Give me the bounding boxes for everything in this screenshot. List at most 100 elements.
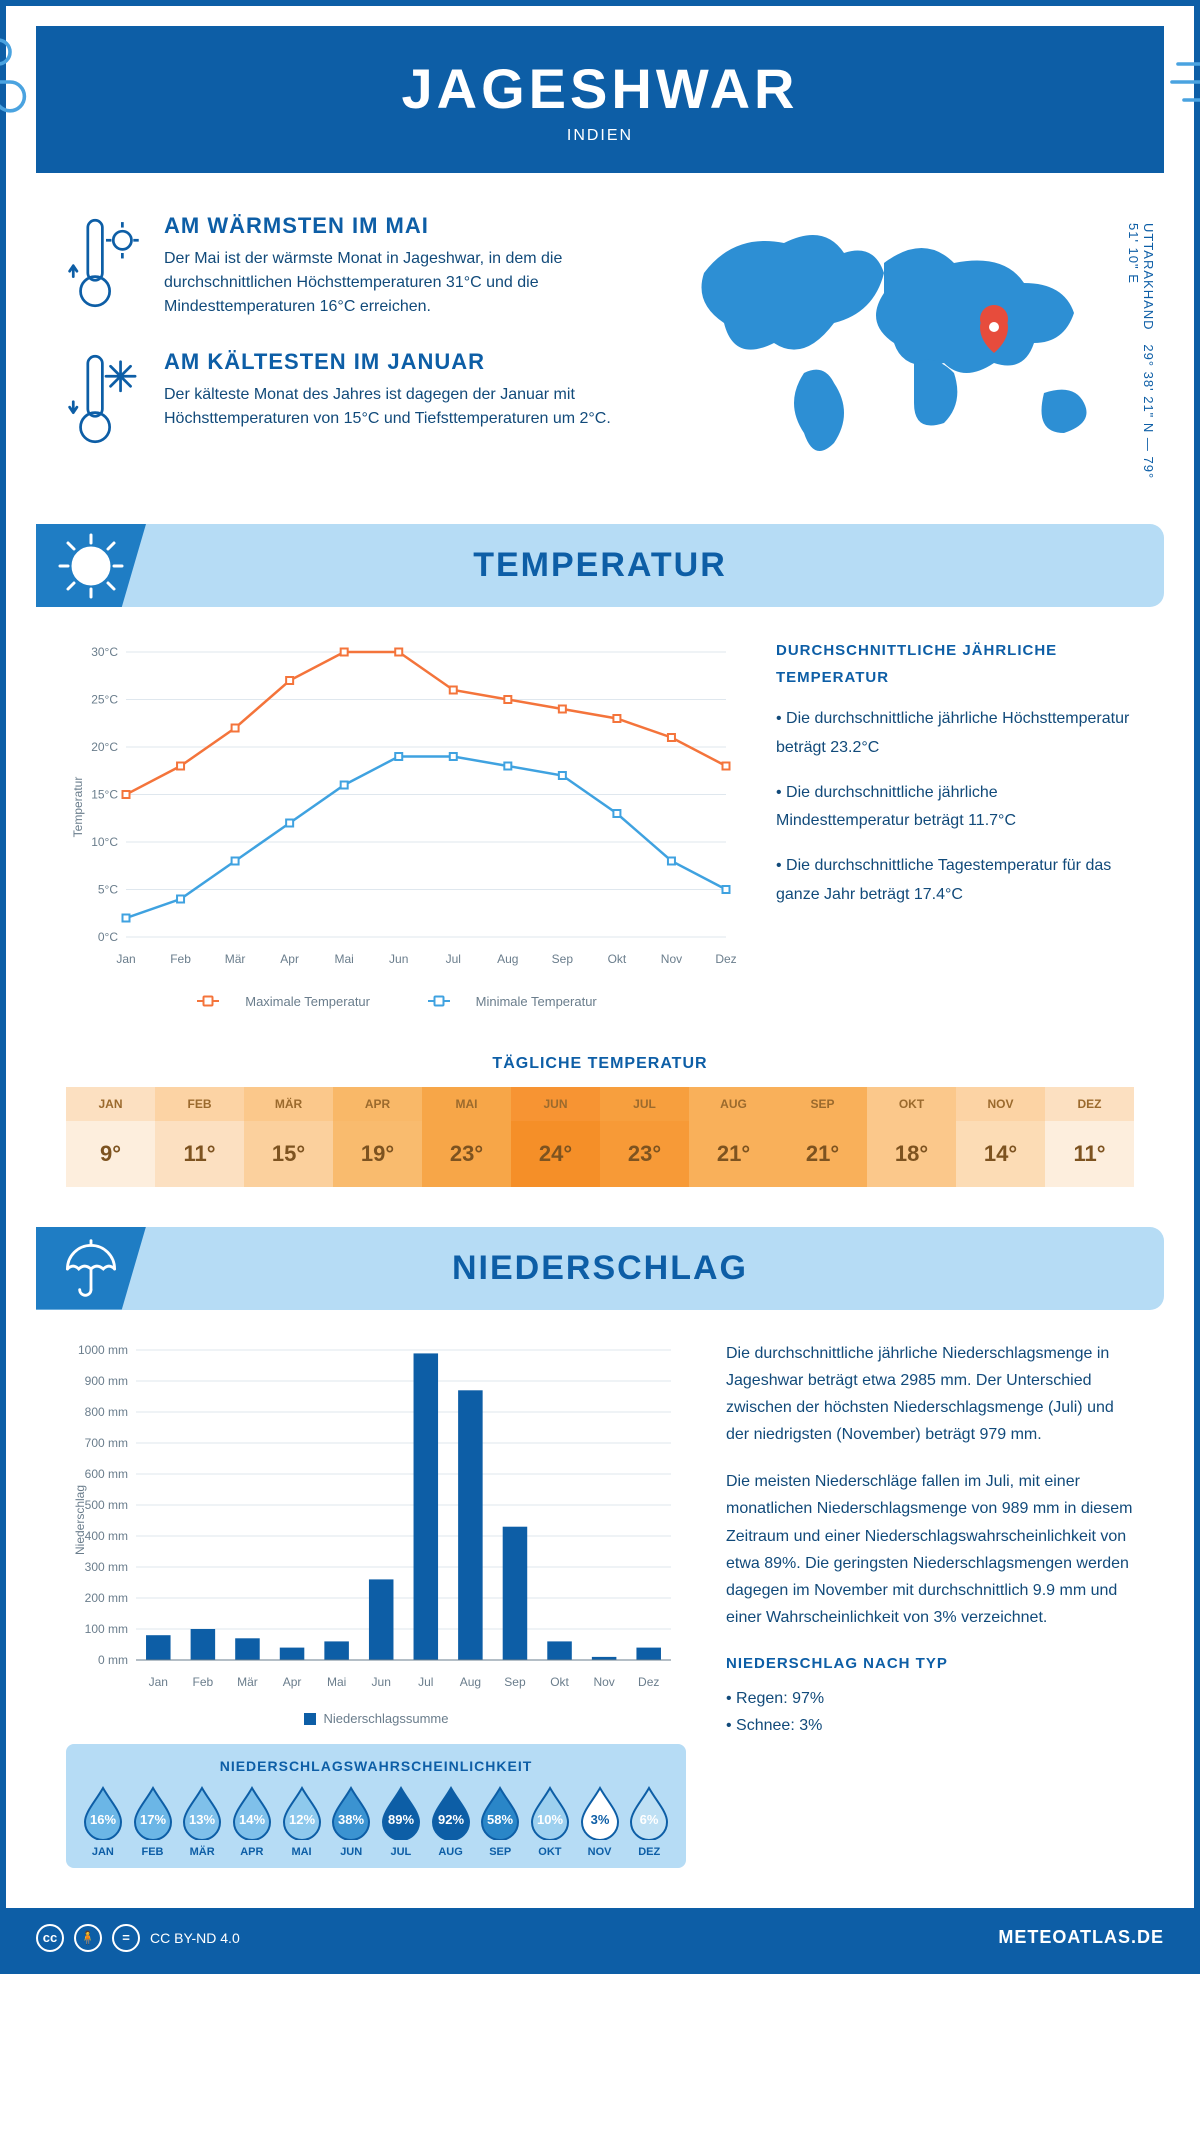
svg-text:0°C: 0°C	[98, 930, 118, 944]
page-subtitle: INDIEN	[36, 127, 1164, 145]
precip-drop: 10% OKT	[525, 1784, 575, 1858]
heat-cell: MÄR15°	[244, 1087, 333, 1187]
svg-text:38%: 38%	[338, 1812, 364, 1827]
heat-cell: JAN9°	[66, 1087, 155, 1187]
intro-row: AM WÄRMSTEN IM MAI Der Mai ist der wärms…	[6, 173, 1194, 514]
svg-text:Jul: Jul	[418, 1675, 433, 1689]
header: JAGESHWAR INDIEN	[36, 26, 1164, 173]
svg-text:6%: 6%	[640, 1812, 659, 1827]
svg-text:700 mm: 700 mm	[85, 1436, 128, 1450]
precip-drop: 16% JAN	[78, 1784, 128, 1858]
warmest-body: Der Mai ist der wärmste Monat in Jageshw…	[164, 247, 654, 319]
svg-text:30°C: 30°C	[91, 645, 118, 659]
precip-drop: 14% APR	[227, 1784, 277, 1858]
svg-text:5°C: 5°C	[98, 883, 118, 897]
coldest-card: AM KÄLTESTEN IM JANUAR Der kälteste Mona…	[66, 349, 654, 454]
heat-cell: JUN24°	[511, 1087, 600, 1187]
svg-text:800 mm: 800 mm	[85, 1405, 128, 1419]
temperature-chart: 0°C5°C10°C15°C20°C25°C30°CJanFebMärAprMa…	[66, 637, 746, 1009]
thermometer-hot-icon	[66, 213, 146, 319]
svg-text:Aug: Aug	[497, 952, 518, 966]
svg-text:Jan: Jan	[149, 1675, 168, 1689]
svg-text:200 mm: 200 mm	[85, 1591, 128, 1605]
warmest-title: AM WÄRMSTEN IM MAI	[164, 213, 654, 239]
svg-text:Apr: Apr	[280, 952, 299, 966]
page-title: JAGESHWAR	[36, 56, 1164, 121]
daily-temperature-title: TÄGLICHE TEMPERATUR	[6, 1055, 1194, 1073]
svg-text:900 mm: 900 mm	[85, 1374, 128, 1388]
svg-text:Jun: Jun	[372, 1675, 391, 1689]
svg-text:100 mm: 100 mm	[85, 1622, 128, 1636]
temperature-legend: Maximale Temperatur Minimale Temperatur	[66, 990, 746, 1009]
svg-text:0 mm: 0 mm	[98, 1653, 128, 1667]
svg-text:Feb: Feb	[170, 952, 191, 966]
wind-icon	[1154, 16, 1200, 136]
svg-text:Mai: Mai	[335, 952, 354, 966]
precip-probability-panel: NIEDERSCHLAGSWAHRSCHEINLICHKEIT 16% JAN …	[66, 1744, 686, 1868]
heat-cell: JUL23°	[600, 1087, 689, 1187]
nd-icon: =	[112, 1924, 140, 1952]
svg-text:300 mm: 300 mm	[85, 1560, 128, 1574]
precip-chart: 0 mm100 mm200 mm300 mm400 mm500 mm600 mm…	[66, 1340, 686, 1868]
svg-text:89%: 89%	[388, 1812, 414, 1827]
precip-drop: 38% JUN	[326, 1784, 376, 1858]
coordinates: UTTARAKHAND 29° 38' 21" N — 79° 51' 10" …	[1126, 223, 1156, 484]
precip-drop: 3% NOV	[575, 1784, 625, 1858]
svg-text:3%: 3%	[590, 1812, 609, 1827]
temperature-banner: TEMPERATUR	[36, 524, 1164, 607]
svg-text:16%: 16%	[90, 1812, 116, 1827]
svg-text:Jul: Jul	[446, 952, 461, 966]
heat-cell: APR19°	[333, 1087, 422, 1187]
precip-summary: Die durchschnittliche jährliche Niedersc…	[726, 1340, 1134, 1868]
precip-drop: 17% FEB	[128, 1784, 178, 1858]
svg-text:Jun: Jun	[389, 952, 408, 966]
svg-text:500 mm: 500 mm	[85, 1498, 128, 1512]
temperature-summary: DURCHSCHNITTLICHE JÄHRLICHE TEMPERATUR •…	[776, 637, 1134, 1009]
banner-title: TEMPERATUR	[166, 546, 1034, 585]
umbrella-icon	[36, 1227, 146, 1310]
svg-text:Dez: Dez	[638, 1675, 659, 1689]
svg-text:58%: 58%	[487, 1812, 513, 1827]
svg-text:Mai: Mai	[327, 1675, 346, 1689]
svg-text:Niederschlag: Niederschlag	[73, 1484, 87, 1554]
svg-text:Okt: Okt	[608, 952, 627, 966]
svg-text:Sep: Sep	[504, 1675, 526, 1689]
svg-text:92%: 92%	[438, 1812, 464, 1827]
precip-drop: 12% MAI	[277, 1784, 327, 1858]
svg-text:Mär: Mär	[225, 952, 246, 966]
precip-banner: NIEDERSCHLAG	[36, 1227, 1164, 1310]
coldest-title: AM KÄLTESTEN IM JANUAR	[164, 349, 654, 375]
heat-cell: NOV14°	[956, 1087, 1045, 1187]
license: cc 🧍 = CC BY-ND 4.0	[36, 1924, 240, 1952]
precip-drop: 92% AUG	[426, 1784, 476, 1858]
svg-text:10%: 10%	[537, 1812, 563, 1827]
cc-icon: cc	[36, 1924, 64, 1952]
heat-cell: MAI23°	[422, 1087, 511, 1187]
precip-legend: Niederschlagssumme	[66, 1711, 686, 1726]
svg-text:10°C: 10°C	[91, 835, 118, 849]
svg-text:Okt: Okt	[550, 1675, 569, 1689]
heat-cell: FEB11°	[155, 1087, 244, 1187]
precip-drop: 13% MÄR	[177, 1784, 227, 1858]
world-map: UTTARAKHAND 29° 38' 21" N — 79° 51' 10" …	[684, 213, 1134, 484]
svg-text:12%: 12%	[289, 1812, 315, 1827]
svg-text:Sep: Sep	[552, 952, 574, 966]
svg-text:15°C: 15°C	[91, 788, 118, 802]
thermometer-cold-icon	[66, 349, 146, 454]
warmest-card: AM WÄRMSTEN IM MAI Der Mai ist der wärms…	[66, 213, 654, 319]
svg-text:1000 mm: 1000 mm	[78, 1343, 128, 1357]
site-name: METEOATLAS.DE	[998, 1927, 1164, 1948]
precip-drop: 58% SEP	[475, 1784, 525, 1858]
heat-cell: AUG21°	[689, 1087, 778, 1187]
footer: cc 🧍 = CC BY-ND 4.0 METEOATLAS.DE	[6, 1908, 1194, 1968]
banner-title: NIEDERSCHLAG	[166, 1249, 1034, 1288]
svg-text:25°C: 25°C	[91, 693, 118, 707]
svg-text:Apr: Apr	[283, 1675, 302, 1689]
svg-text:13%: 13%	[189, 1812, 215, 1827]
svg-text:600 mm: 600 mm	[85, 1467, 128, 1481]
heat-cell: DEZ11°	[1045, 1087, 1134, 1187]
svg-text:Jan: Jan	[116, 952, 135, 966]
wind-icon	[0, 16, 46, 136]
sun-icon	[36, 524, 146, 607]
by-icon: 🧍	[74, 1924, 102, 1952]
